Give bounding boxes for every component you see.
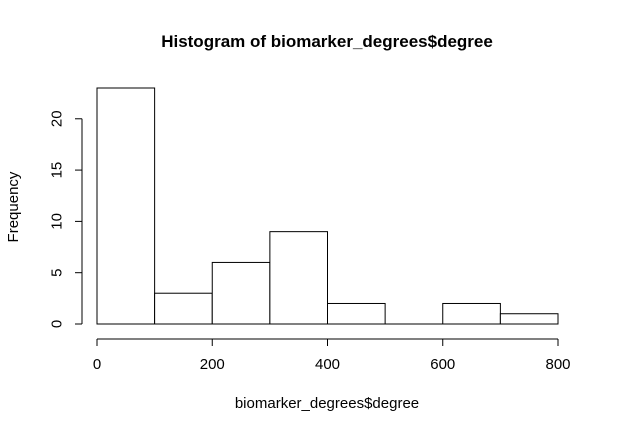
histogram-bar	[269, 231, 328, 325]
y-axis: 0 5 10 15 20	[49, 110, 83, 328]
x-axis-label: biomarker_degrees$degree	[235, 395, 419, 412]
x-axis: 0 200 400 600 800	[93, 338, 571, 373]
histogram-bar	[499, 313, 559, 325]
x-tick-label: 400	[315, 356, 340, 373]
histogram-bars	[96, 87, 559, 325]
y-tick-label: 0	[49, 320, 66, 328]
histogram-bar	[327, 302, 386, 325]
x-tick-label: 800	[545, 356, 570, 373]
x-tick-label: 200	[200, 356, 225, 373]
histogram-bar	[442, 302, 501, 325]
histogram-bar	[211, 261, 271, 325]
y-tick-label: 20	[49, 110, 66, 127]
y-axis-label: Frequency	[5, 171, 22, 242]
chart-title: Histogram of biomarker_degrees$degree	[161, 32, 493, 51]
x-tick-label: 0	[93, 356, 101, 373]
histogram-bar	[96, 87, 156, 325]
histogram-bar	[154, 292, 213, 325]
y-tick-label: 15	[49, 162, 66, 179]
y-tick-label: 10	[49, 213, 66, 230]
y-tick-label: 5	[49, 269, 66, 277]
x-tick-label: 600	[430, 356, 455, 373]
